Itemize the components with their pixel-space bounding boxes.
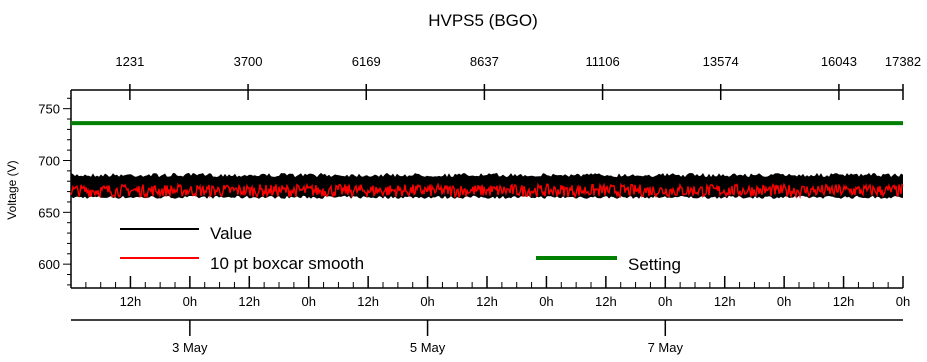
hour-tick-label: 12h: [476, 294, 498, 309]
hour-tick-label: 12h: [357, 294, 379, 309]
hour-tick-label: 0h: [301, 294, 315, 309]
top-tick-label: 3700: [234, 54, 263, 69]
legend-item-value: Value: [120, 224, 252, 243]
plot-area: [70, 121, 904, 199]
legend-label-smooth: 10 pt boxcar smooth: [210, 254, 364, 273]
chart-title: HVPS5 (BGO): [428, 11, 538, 30]
y-tick-label: 700: [38, 153, 60, 168]
hour-tick-label: 0h: [539, 294, 553, 309]
top-tick-label: 6169: [352, 54, 381, 69]
date-tick-label: 7 May: [648, 340, 684, 355]
hour-tick-label: 0h: [420, 294, 434, 309]
hour-tick-label: 12h: [238, 294, 260, 309]
legend-item-setting: Setting: [536, 255, 681, 274]
hour-tick-label: 12h: [714, 294, 736, 309]
y-tick-label: 750: [38, 102, 60, 117]
legend-label-value: Value: [210, 224, 252, 243]
date-axis: 3 May 5 May 7 May: [71, 319, 903, 355]
legend-label-setting: Setting: [628, 255, 681, 274]
hour-tick-label: 12h: [833, 294, 855, 309]
legend: Value 10 pt boxcar smooth Setting: [120, 224, 681, 274]
y-tick-label: 600: [38, 257, 60, 272]
hour-tick-label: 12h: [595, 294, 617, 309]
top-tick-label: 16043: [821, 54, 857, 69]
top-tick-label: 8637: [470, 54, 499, 69]
top-tick-label: 1231: [115, 54, 144, 69]
top-tick-label: 13574: [703, 54, 739, 69]
hour-tick-label: 0h: [658, 294, 672, 309]
legend-item-smooth: 10 pt boxcar smooth: [120, 254, 364, 273]
hour-tick-label: 0h: [777, 294, 791, 309]
top-tick-label: 17382: [885, 54, 921, 69]
y-axis: 600 650 700 750: [38, 90, 72, 288]
y-tick-label: 650: [38, 205, 60, 220]
smooth-series: [70, 182, 904, 199]
date-tick-label: 3 May: [172, 340, 208, 355]
top-tick-label: 11106: [585, 54, 619, 69]
hour-tick-label: 0h: [183, 294, 197, 309]
bottom-time-axis: 12h 0h 12h 0h 12h 0h 12h 0h 12h 0h 12h 0h 12h 0h: [70, 276, 910, 309]
hour-tick-label: 0h: [896, 294, 910, 309]
hour-tick-label: 12h: [120, 294, 142, 309]
date-tick-label: 5 May: [410, 340, 446, 355]
top-axis: 1231 3700 6169 8637 11106 13574 16043 17382: [71, 54, 921, 100]
y-axis-label: Voltage (V): [5, 160, 19, 219]
